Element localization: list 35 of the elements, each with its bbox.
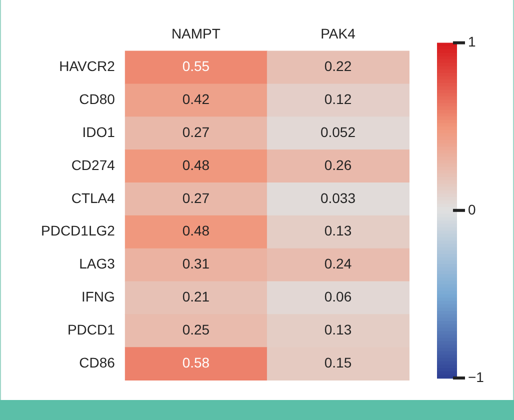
data-label: 0.24 [324, 256, 352, 272]
y-tick-label: LAG3 [79, 256, 116, 272]
data-label: 0.26 [324, 156, 352, 173]
color-bar-label: 0 [468, 201, 476, 218]
data-label: 0.31 [182, 256, 210, 272]
y-tick-label: CD274 [71, 156, 116, 173]
data-label: 0.42 [182, 91, 210, 108]
y-tick-label: HAVCR2 [59, 58, 116, 74]
data-label: 0.06 [324, 288, 352, 305]
y-tick-label: CD86 [79, 354, 116, 370]
data-label: 0.22 [324, 58, 352, 74]
y-tick-label: IDO1 [82, 124, 116, 140]
data-label: 0.55 [182, 58, 210, 74]
data-label: 0.25 [182, 321, 210, 338]
data-label: 0.48 [182, 156, 210, 173]
y-tick-label: IFNG [81, 288, 115, 305]
y-tick-label: CTLA4 [71, 190, 116, 206]
color-bar-label: 1 [468, 34, 476, 50]
data-label: 0.48 [182, 222, 210, 239]
data-label: 0.052 [320, 124, 356, 140]
x-tick-label: PAK4 [320, 25, 356, 42]
data-label: 0.58 [182, 354, 210, 370]
data-label: 0.13 [324, 321, 352, 338]
data-label: 0.15 [324, 354, 352, 370]
data-label: 0.13 [324, 222, 352, 239]
y-tick-label: CD80 [79, 91, 116, 108]
data-label: 0.21 [182, 288, 210, 305]
y-tick-label: PDCD1LG2 [40, 222, 116, 239]
x-tick-label: NAMPT [171, 25, 221, 42]
data-label: 0.12 [324, 91, 352, 108]
y-tick-label: PDCD1 [67, 321, 116, 338]
data-label: 0.27 [182, 124, 210, 140]
color-bar-label: −1 [468, 368, 484, 385]
data-label: 0.033 [320, 190, 356, 206]
data-label: 0.27 [182, 190, 210, 206]
